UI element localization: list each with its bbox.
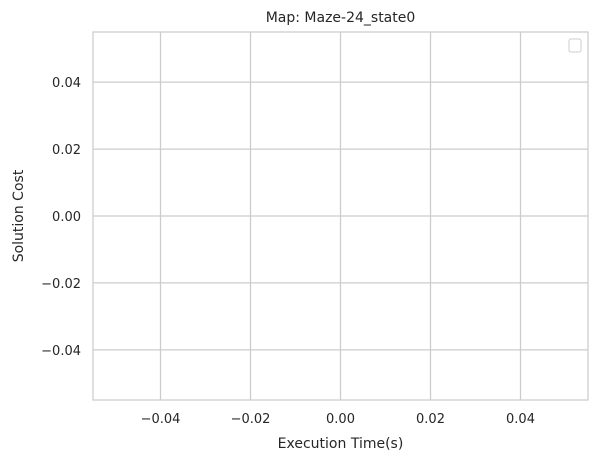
chart-title: Map: Maze-24_state0 <box>266 10 416 26</box>
y-axis-label: Solution Cost <box>11 169 27 262</box>
legend-box <box>568 38 582 53</box>
y-grid <box>93 81 588 351</box>
y-tick-label: −0.02 <box>41 277 81 292</box>
x-tick-label: 0.02 <box>416 412 445 427</box>
plot-frame <box>92 31 589 401</box>
x-axis-label: Execution Time(s) <box>278 436 404 452</box>
y-tick-label: −0.04 <box>41 344 81 359</box>
y-tick-label: 0.04 <box>52 76 81 91</box>
y-tick-label: 0.02 <box>52 143 81 158</box>
x-tick-label: 0.00 <box>326 412 355 427</box>
x-tick-label: 0.04 <box>506 412 535 427</box>
y-tick-labels: −0.04 −0.02 0.00 0.02 0.04 <box>41 76 81 359</box>
x-tick-labels: −0.04 −0.02 0.00 0.02 0.04 <box>141 412 535 427</box>
y-tick-label: 0.00 <box>52 210 81 225</box>
x-tick-label: −0.02 <box>231 412 271 427</box>
x-tick-label: −0.04 <box>141 412 181 427</box>
